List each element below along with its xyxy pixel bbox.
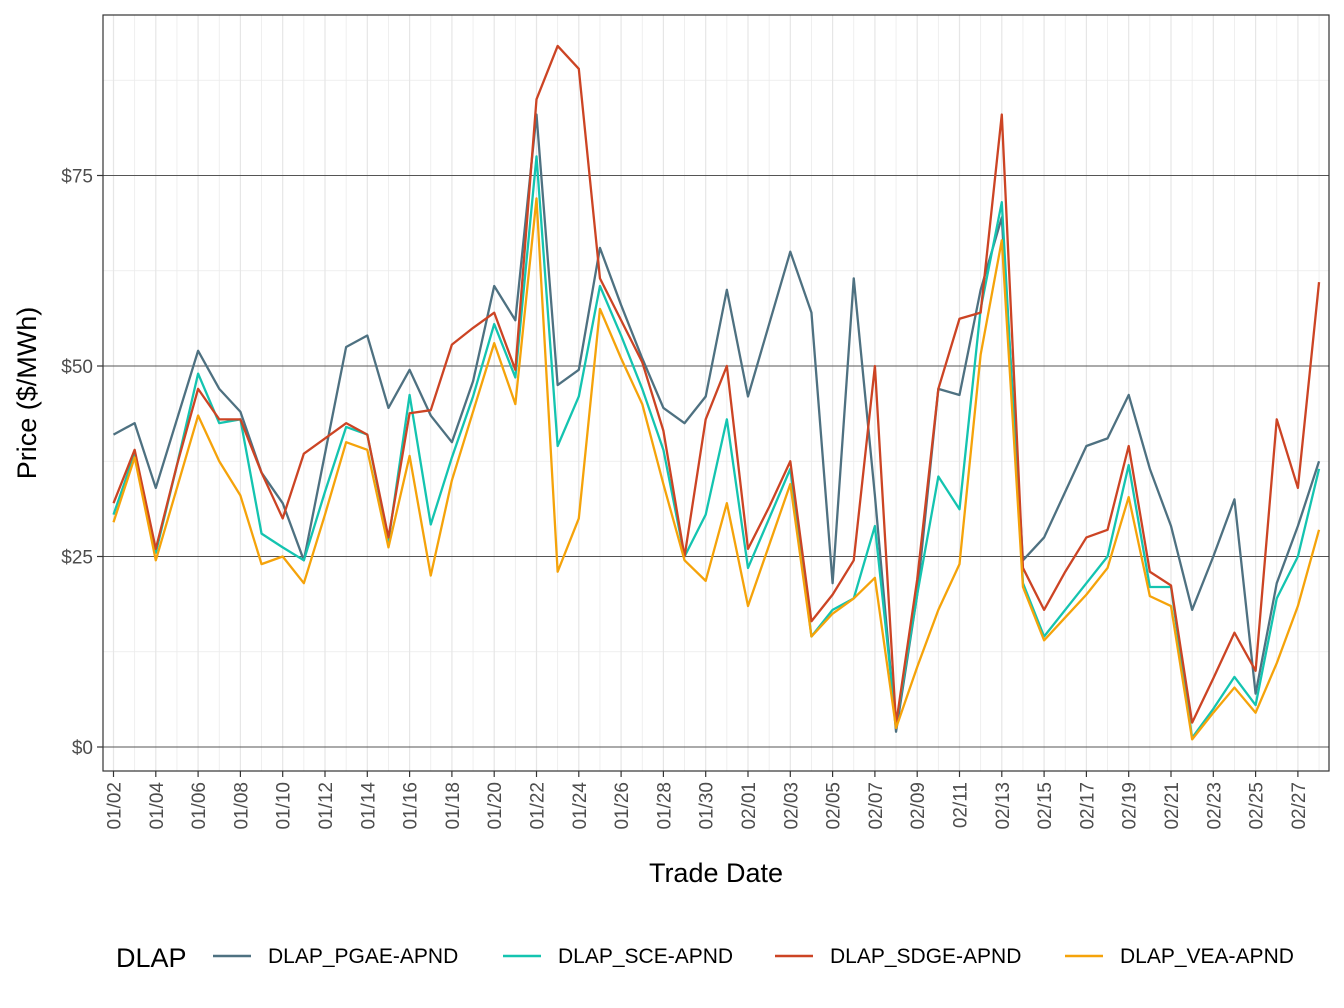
x-tick-label: 02/25 xyxy=(1247,782,1268,830)
x-tick-label: 02/05 xyxy=(824,782,845,830)
series-line-dlap_sce-apnd xyxy=(112,155,1321,740)
x-tick-label: 02/11 xyxy=(951,782,972,828)
x-tick-label: 01/16 xyxy=(401,782,422,830)
x-tick-label: 02/23 xyxy=(1204,782,1225,830)
legend-label: DLAP_VEA-APND xyxy=(1120,945,1294,968)
x-tick-label: 01/18 xyxy=(443,782,464,830)
legend-label: DLAP_SCE-APND xyxy=(558,945,733,968)
series-line-dlap_pgae-apnd xyxy=(112,113,1321,733)
x-tick-label: 02/21 xyxy=(1162,782,1183,830)
x-tick-label: 01/14 xyxy=(358,782,379,830)
x-tick-label: 01/08 xyxy=(231,782,252,830)
x-tick-label: 01/12 xyxy=(316,782,337,830)
x-tick-label: 02/07 xyxy=(866,782,887,830)
y-tick-label: $0 xyxy=(72,738,93,759)
x-tick-label: 02/03 xyxy=(781,782,802,830)
x-tick-label: 01/04 xyxy=(147,782,168,830)
grid-minor xyxy=(103,15,1329,771)
series-line-dlap_sdge-apnd xyxy=(112,44,1321,726)
y-axis-title: Price ($/MWh) xyxy=(12,307,42,480)
legend-title: DLAP xyxy=(116,943,187,973)
series-lines xyxy=(112,44,1321,741)
x-tick-label: 02/09 xyxy=(908,782,929,830)
y-axis: $0 $25 $50 $75 xyxy=(61,167,103,759)
x-tick-label: 01/26 xyxy=(612,782,633,830)
x-tick-label: 02/01 xyxy=(739,782,760,830)
legend-label: DLAP_PGAE-APND xyxy=(268,945,458,968)
x-tick-label: 01/30 xyxy=(697,782,718,830)
x-tick-label: 01/22 xyxy=(528,782,549,830)
x-tick-label: 01/06 xyxy=(189,782,210,830)
plot-panel-border xyxy=(102,14,1330,772)
x-tick-label: 01/28 xyxy=(654,782,675,830)
x-axis-title: Trade Date xyxy=(649,858,783,888)
y-tick-label: $25 xyxy=(61,548,93,569)
x-tick-label: 01/10 xyxy=(274,782,295,830)
x-tick-label: 01/20 xyxy=(485,782,506,830)
y-tick-label: $50 xyxy=(61,357,93,378)
grid-major xyxy=(103,15,1329,771)
x-tick-label: 02/27 xyxy=(1289,782,1310,830)
x-tick-label: 02/17 xyxy=(1077,782,1098,830)
x-tick-label: 01/02 xyxy=(105,782,126,830)
x-tick-label: 02/15 xyxy=(1035,782,1056,830)
series-line-dlap_vea-apnd xyxy=(112,197,1321,741)
legend: DLAP DLAP_PGAE-APND DLAP_SCE-APND DLAP_SDG… xyxy=(116,943,1294,973)
x-tick-label: 02/19 xyxy=(1120,782,1141,830)
y-tick-label: $75 xyxy=(61,167,93,188)
x-tick-label: 01/24 xyxy=(570,782,591,830)
x-tick-label: 02/13 xyxy=(993,782,1014,830)
legend-label: DLAP_SDGE-APND xyxy=(830,945,1021,968)
x-axis: 01/02 01/04 01/06 01/08 01/10 01/12 01/14 01/16… xyxy=(105,771,1310,830)
